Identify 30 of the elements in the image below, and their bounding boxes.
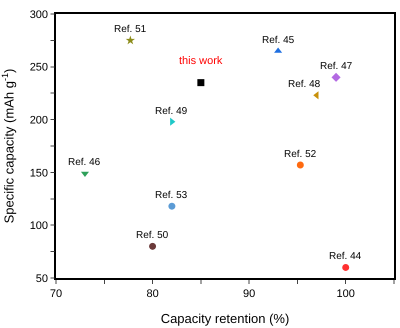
series-label: Ref. 51 [114, 24, 147, 35]
point [342, 264, 350, 271]
y-tick-label: 150 [30, 167, 48, 180]
point [296, 162, 304, 169]
point [168, 202, 176, 210]
series-label: Ref. 49 [155, 106, 188, 117]
x-tick-label: 70 [50, 288, 62, 300]
y-tick-label: 50 [36, 272, 48, 285]
x-axis-title: Capacity retention (%) [160, 311, 290, 326]
series-label: Ref. 47 [320, 61, 353, 72]
point [126, 36, 136, 44]
point [197, 79, 204, 86]
series-label: Ref. 45 [262, 35, 295, 46]
series-label: Ref. 44 [329, 251, 362, 262]
point [149, 242, 156, 250]
y-tick-label: 200 [30, 114, 48, 126]
y-tick-label: 100 [30, 220, 48, 232]
point [274, 47, 282, 53]
x-tick-label: 100 [336, 288, 355, 300]
series-label: Ref. 52 [284, 149, 317, 160]
series-label: Ref. 46 [68, 157, 101, 168]
annotation: this work [179, 55, 223, 67]
y-tick-label: 300 [30, 8, 48, 21]
series-label: Ref. 48 [288, 79, 321, 90]
x-tick-label: 90 [243, 288, 256, 300]
x-tick-label: 80 [146, 288, 159, 300]
y-tick-label: 250 [30, 62, 48, 74]
series-label: Ref. 53 [155, 190, 188, 201]
series-label: Ref. 50 [136, 230, 169, 241]
point [332, 72, 341, 82]
